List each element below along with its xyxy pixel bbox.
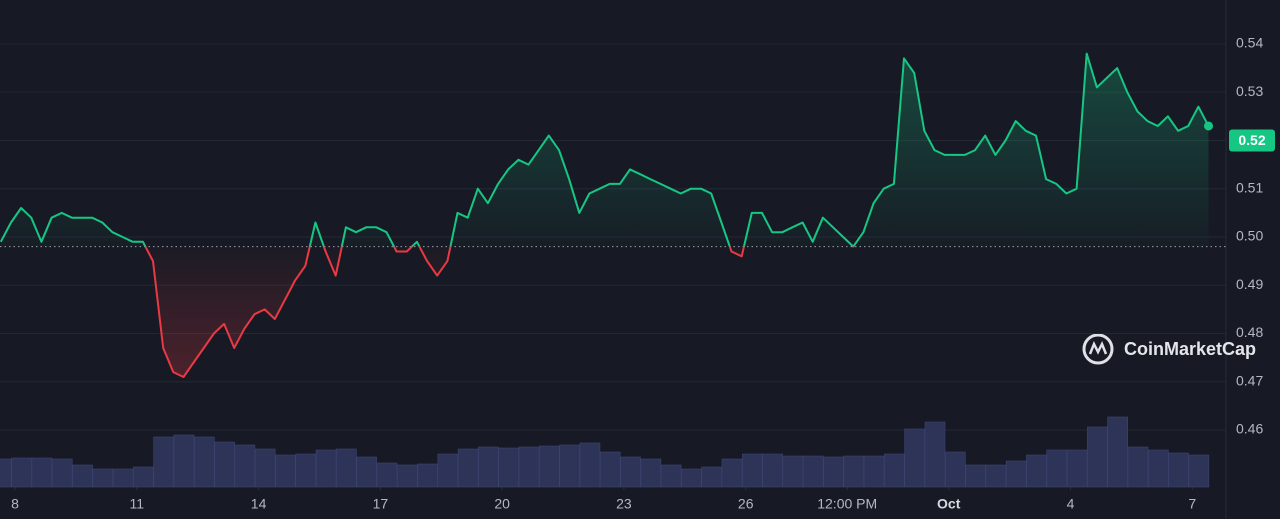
volume-bar	[234, 444, 256, 488]
volume-bar	[72, 464, 93, 488]
volume-bar	[904, 428, 925, 488]
volume-bar	[376, 462, 398, 488]
logo-mark	[1088, 340, 1108, 355]
y-tick-label: 0.54	[1236, 35, 1263, 51]
volume-bar	[762, 453, 783, 488]
volume-bar	[1005, 460, 1027, 488]
watermark: CoinMarketCap	[1082, 333, 1256, 365]
x-tick-label: 23	[616, 496, 632, 512]
volume-bar	[823, 456, 844, 488]
volume-bar	[701, 466, 723, 488]
x-tick-label: 4	[1067, 496, 1075, 512]
volume-bar	[1066, 449, 1088, 488]
volume-bar	[254, 448, 276, 488]
volume-bar	[275, 454, 296, 488]
volume-bar	[457, 448, 479, 488]
volume-bar	[396, 464, 418, 488]
volume-bar	[1107, 416, 1128, 488]
y-tick-label: 0.47	[1236, 372, 1263, 388]
volume-bar	[478, 446, 499, 488]
volume-bar	[356, 456, 377, 488]
volume-bar	[782, 455, 804, 488]
y-tick-label: 0.51	[1236, 179, 1263, 195]
volume-bar	[1147, 449, 1169, 488]
price-area	[0, 53, 1209, 377]
y-tick-label: 0.49	[1236, 276, 1263, 292]
price-line	[0, 52, 1210, 378]
x-tick-label: Oct	[937, 496, 961, 512]
volume-bar	[315, 449, 337, 488]
y-tick-label: 0.48	[1236, 324, 1263, 340]
volume-bar	[417, 463, 438, 488]
y-tick-label: 0.53	[1236, 83, 1263, 99]
volume-bar	[985, 464, 1007, 488]
y-tick-label: 0.50	[1236, 228, 1263, 244]
x-tick-label: 8	[11, 496, 19, 512]
volume-bar	[133, 466, 154, 488]
volume-bar	[579, 442, 601, 488]
volume-bar	[295, 453, 317, 488]
volume-bar	[802, 455, 824, 488]
x-tick-label: 11	[130, 496, 145, 512]
volume-bar	[92, 468, 114, 488]
volume-bar	[112, 468, 134, 488]
volume-bar	[193, 436, 215, 488]
volume-bar	[0, 458, 12, 488]
x-tick-label: 12:00 PM	[817, 496, 877, 512]
volume-bar	[965, 464, 986, 488]
volume-bar	[498, 447, 520, 488]
price-tag	[1229, 129, 1275, 152]
volume-bar	[843, 455, 865, 488]
volume-bar	[599, 451, 621, 488]
volume-bar	[173, 434, 195, 488]
volume-bar	[620, 456, 641, 488]
volume-bar	[153, 436, 174, 488]
volume-bar	[1127, 446, 1149, 488]
volume-bar	[1168, 452, 1189, 488]
volume-bar	[640, 458, 662, 488]
x-tick-label: 17	[373, 496, 389, 512]
volume-bar	[924, 421, 946, 488]
volume-bar	[539, 445, 560, 488]
x-tick-label: 20	[494, 496, 510, 512]
volume-bar	[437, 453, 459, 488]
volume-bars	[0, 416, 1210, 488]
volume-bar	[559, 444, 580, 488]
x-tick-label: 26	[738, 496, 754, 512]
volume-bar	[944, 451, 966, 488]
volume-bar	[1046, 449, 1068, 488]
volume-bar	[11, 457, 32, 488]
volume-bar	[884, 453, 905, 488]
volume-bar	[660, 464, 682, 488]
volume-bar	[1188, 454, 1210, 488]
x-tick-label: 14	[251, 496, 267, 512]
x-tick-label: 7	[1188, 496, 1196, 512]
volume-bar	[863, 455, 885, 488]
volume-bar	[336, 448, 357, 488]
y-tick-label: 0.46	[1236, 421, 1263, 437]
volume-bar	[214, 441, 235, 488]
volume-bar	[51, 458, 73, 488]
price-tag-label: 0.52	[1238, 132, 1265, 148]
volume-bar	[721, 458, 743, 488]
volume-bar	[518, 446, 540, 488]
volume-bar	[681, 468, 702, 488]
volume-bar	[742, 453, 763, 488]
volume-bar	[1087, 426, 1108, 488]
volume-bar	[31, 457, 53, 488]
volume-bar	[1026, 454, 1047, 488]
logo	[1082, 333, 1114, 365]
watermark-text: CoinMarketCap	[1124, 339, 1256, 359]
last-point	[1204, 121, 1214, 131]
